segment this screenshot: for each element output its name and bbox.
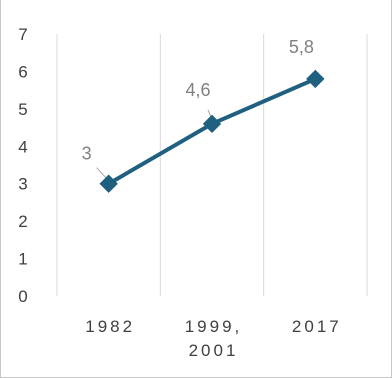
x-tick-label: 2017 — [292, 317, 342, 336]
data-label: 4,6 — [185, 80, 210, 100]
x-tick-label: 1999, — [185, 317, 243, 336]
y-tick-label: 4 — [18, 137, 27, 156]
y-tick-label: 3 — [18, 175, 27, 194]
y-tick-label: 6 — [18, 62, 27, 81]
x-tick-label: 1982 — [85, 317, 135, 336]
y-tick-label: 5 — [18, 100, 27, 119]
data-point — [306, 69, 325, 89]
data-label: 3 — [82, 144, 92, 164]
y-tick-label: 2 — [18, 212, 27, 231]
x-tick-label: 2001 — [189, 341, 239, 360]
data-point — [99, 174, 118, 193]
y-tick-label: 7 — [18, 25, 27, 44]
data-point — [202, 114, 222, 134]
data-label: 5,8 — [289, 37, 314, 57]
y-tick-label: 0 — [18, 287, 27, 306]
y-tick-label: 1 — [18, 250, 27, 269]
